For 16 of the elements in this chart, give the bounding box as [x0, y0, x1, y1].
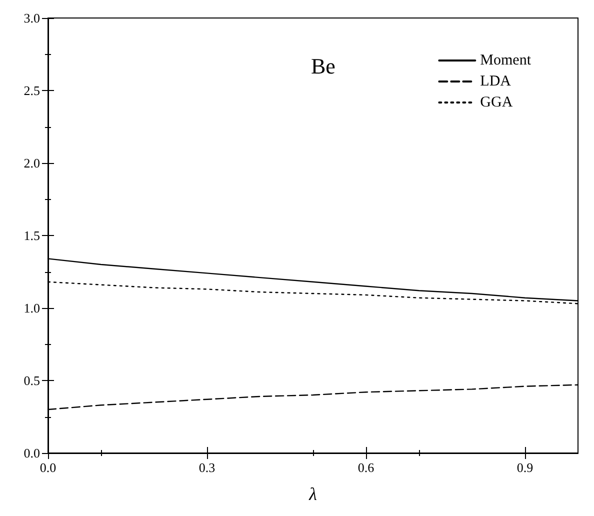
y-tick-label: 0.0 — [24, 446, 40, 460]
annotation: Be — [311, 54, 336, 78]
x-tick-label: 0.9 — [516, 460, 534, 475]
y-tick-label: 0.5 — [24, 373, 40, 388]
legend-label: Moment — [480, 52, 532, 68]
y-tick-label: 3.0 — [24, 10, 40, 26]
x-tick-label: 0.0 — [40, 460, 56, 475]
legend-label: LDA — [480, 74, 512, 90]
x-axis-title: λ — [308, 484, 318, 504]
y-tick-label: 2.5 — [24, 83, 40, 98]
y-tick-label: 1.5 — [24, 228, 40, 243]
x-tick-label: 0.3 — [198, 460, 216, 475]
legend-label: GGA — [480, 94, 513, 110]
y-tick-label: 2.0 — [24, 156, 40, 170]
x-tick-label: 0.6 — [358, 460, 375, 475]
y-tick-label: 1.0 — [24, 300, 40, 316]
